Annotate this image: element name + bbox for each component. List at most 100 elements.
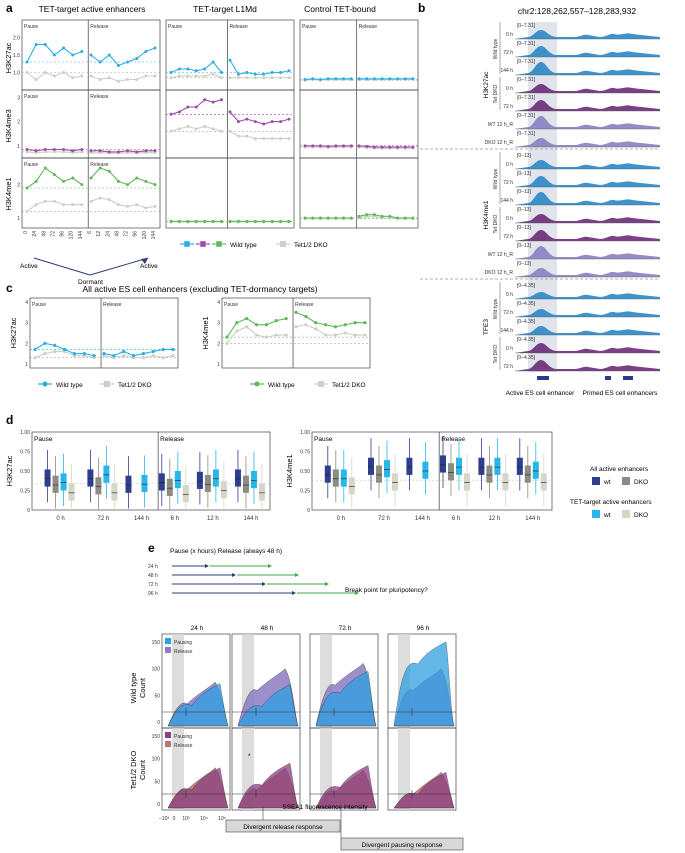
- box: [87, 469, 94, 487]
- data-point-wt: [43, 341, 47, 345]
- data-point-dko: [34, 203, 38, 207]
- data-point-wt: [365, 77, 369, 81]
- coverage-track: [515, 360, 660, 371]
- box: [242, 475, 249, 493]
- x-group-label: 0 h: [337, 516, 345, 522]
- coverage-track: [515, 138, 660, 147]
- data-point-wt: [245, 117, 249, 121]
- pause-label: Pause: [24, 24, 38, 30]
- x-group-label: 144 h: [415, 516, 430, 522]
- panel-a-label: a: [6, 1, 13, 15]
- data-point-wt: [343, 323, 347, 327]
- panel-a-legend: Wild type Tet1/2 DKO: [180, 240, 328, 249]
- data-point-wt: [270, 219, 274, 223]
- panel-a: a TET-target active enhancers TET-target…: [4, 1, 419, 286]
- data-point-dko: [270, 137, 274, 141]
- coverage-track: [515, 343, 660, 353]
- release-label: Release: [90, 24, 109, 30]
- data-point-wt: [62, 179, 66, 183]
- data-point-wt: [372, 213, 376, 217]
- data-point-wt: [318, 144, 322, 148]
- data-point-wt: [264, 323, 269, 327]
- panel-b-label: b: [418, 1, 425, 15]
- data-point-wt: [25, 60, 29, 64]
- data-point-wt: [43, 148, 47, 151]
- y-axis-label: H3K27ac: [9, 317, 18, 348]
- pausing-histogram: [315, 765, 377, 809]
- legend-a-dko: Tet1/2 DKO: [294, 242, 328, 249]
- release-label: Release: [229, 24, 248, 30]
- asterisk: *: [248, 753, 251, 760]
- data-point-wt: [62, 46, 66, 50]
- data-point-dko: [33, 356, 37, 360]
- x-group-label: 72 h: [378, 516, 390, 522]
- track-scale: [0–4.35]: [517, 283, 536, 289]
- flow-y-tick: 100: [152, 757, 161, 763]
- coverage-track: [515, 192, 660, 205]
- coverage-track: [515, 246, 660, 259]
- data-point-wt: [171, 347, 175, 352]
- y-tick-label: 0.25: [300, 489, 310, 495]
- panel-a-frame: [299, 157, 419, 229]
- track-label: WT 12 h_R: [488, 122, 514, 128]
- data-point-dko: [194, 74, 198, 78]
- y-tick-label: 1: [25, 362, 28, 368]
- box: [486, 465, 493, 483]
- schematic-title: Pause (x hours) Release (always 48 h): [170, 548, 282, 555]
- data-point-wt: [349, 144, 353, 148]
- data-point-dko: [235, 329, 239, 333]
- divergent-pausing-box: [340, 837, 464, 851]
- box: [332, 469, 339, 487]
- track-scale: [0–13]: [517, 261, 532, 267]
- data-point-wt: [253, 120, 257, 124]
- data-point-dko: [363, 333, 367, 337]
- data-point-dko: [211, 127, 215, 131]
- data-point-dko: [279, 137, 283, 141]
- series-line-wt: [90, 47, 156, 67]
- panel-e-flow-plots: 24 h 48 h 72 h 96 h 0 50 100 150 Pausing Release 0…: [152, 625, 457, 822]
- data-point-dko: [53, 349, 57, 354]
- series-line-wt: [91, 150, 155, 153]
- data-point-dko: [253, 137, 257, 141]
- data-point-dko: [220, 76, 224, 80]
- track-label: WT 12 h_R: [488, 252, 514, 258]
- y-tick-label: 1.00: [300, 430, 310, 436]
- box: [448, 463, 454, 481]
- data-point-dko: [98, 78, 102, 81]
- x-tick-label: 24: [105, 231, 111, 237]
- data-point-wt: [323, 323, 328, 327]
- divergent-release-box: [225, 819, 341, 833]
- data-point-dko: [107, 198, 111, 202]
- box: [111, 483, 118, 501]
- data-point-wt: [396, 216, 400, 220]
- panel-a-state-arrows: Active Dormant Active: [20, 257, 158, 286]
- data-point-wt: [107, 150, 111, 154]
- data-point-wt: [80, 50, 84, 53]
- x-group-label: 72 h: [98, 516, 110, 522]
- pause-label: Pause: [314, 436, 333, 443]
- data-point-wt: [112, 354, 116, 358]
- data-point-wt: [220, 98, 224, 102]
- panel-a-row-label-3: H3K4me1: [4, 177, 13, 210]
- data-point-wt: [342, 77, 346, 81]
- data-point-dko: [43, 71, 47, 74]
- state-active-1: Active: [20, 263, 38, 270]
- track-scale: [0–4.35]: [517, 301, 536, 307]
- data-point-wt: [303, 78, 307, 81]
- x-group-label: 144 h: [134, 516, 149, 522]
- data-point-dko: [236, 134, 240, 138]
- data-point-dko: [304, 323, 308, 327]
- x-tick-label: 48: [114, 231, 120, 237]
- x-tick-label: 120: [142, 231, 148, 240]
- data-point-wt: [388, 77, 392, 81]
- schematic-row-label: 72 h: [148, 582, 158, 588]
- active-enhancer-label: Active ES cell enhancer: [506, 390, 575, 397]
- data-point-wt: [357, 144, 361, 148]
- data-point-dko: [80, 74, 84, 78]
- data-point-wt: [279, 71, 283, 74]
- release-arrowhead: [295, 573, 299, 577]
- data-point-wt: [403, 77, 407, 81]
- y-tick-label: 0.25: [20, 489, 30, 495]
- release-arrowhead: [325, 582, 329, 586]
- x-group-label: 12 h: [489, 516, 501, 522]
